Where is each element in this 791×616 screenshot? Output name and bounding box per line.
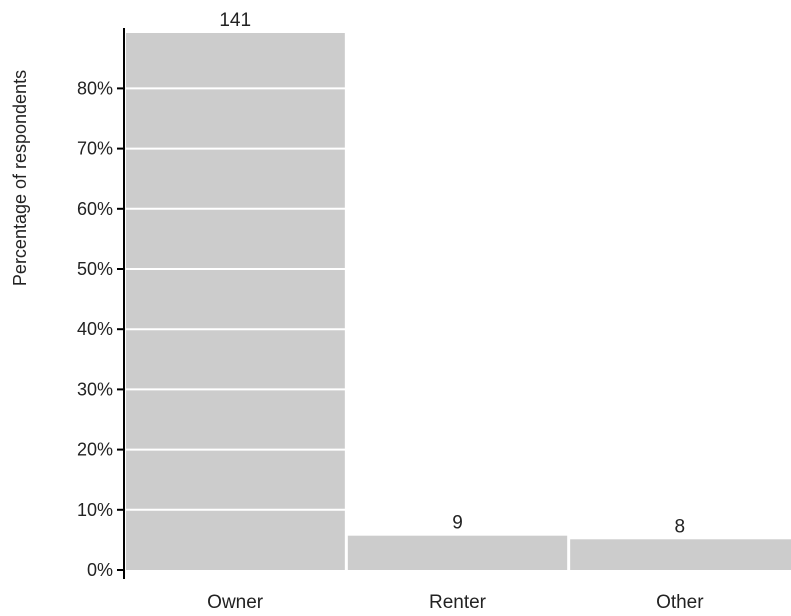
- y-tick-label: 30%: [77, 379, 113, 399]
- y-tick-label: 20%: [77, 440, 113, 460]
- bar-other: [570, 539, 791, 570]
- labels-group: 0% 10% 20% 30% 40% 50% 60% 70% 80% Owner 141 Renter…: [77, 10, 704, 613]
- data-label-renter: 9: [452, 513, 463, 534]
- bar-renter: [347, 535, 568, 570]
- y-tick-label: 70%: [77, 139, 113, 159]
- bar-owner: [126, 33, 345, 571]
- y-tick-label: 60%: [77, 199, 113, 219]
- y-tick-label: 80%: [77, 78, 113, 98]
- y-axis-title: Percentage of respondents: [10, 70, 30, 286]
- data-label-owner: 141: [219, 10, 251, 31]
- y-tick-label: 40%: [77, 319, 113, 339]
- bars-group: [126, 33, 791, 571]
- y-tick-label: 50%: [77, 259, 113, 279]
- x-category-label-renter: Renter: [429, 592, 487, 613]
- gridlines-group: [125, 87, 791, 511]
- y-tick-label: 0%: [87, 560, 113, 580]
- data-label-other: 8: [675, 516, 686, 537]
- y-tick-label: 10%: [77, 500, 113, 520]
- axes-group: [117, 28, 125, 579]
- x-category-label-owner: Owner: [207, 592, 264, 613]
- x-category-label-other: Other: [656, 592, 704, 613]
